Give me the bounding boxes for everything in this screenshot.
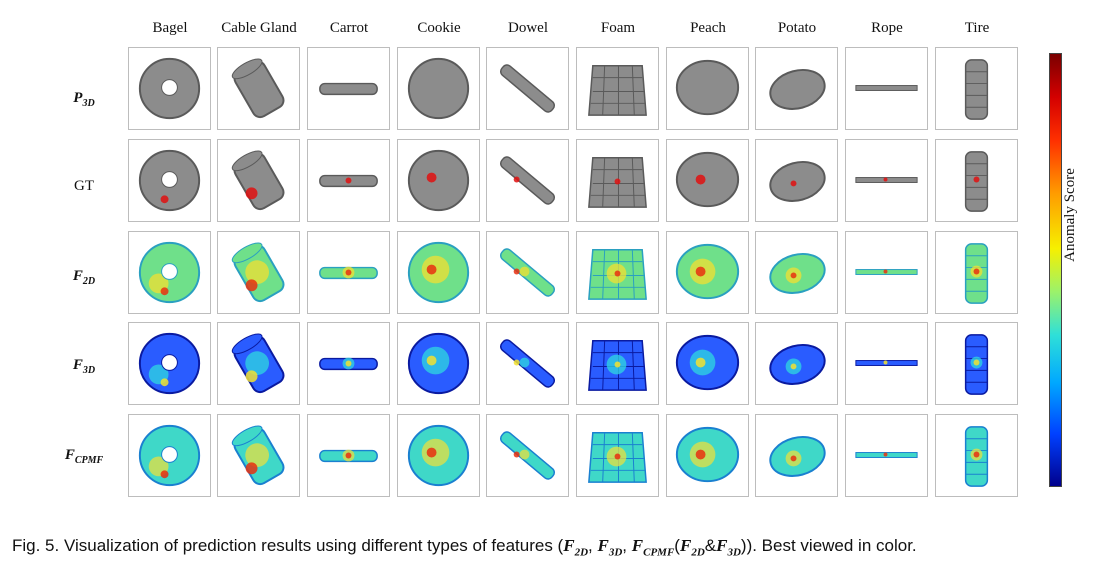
render-f2d-foam [576, 231, 659, 314]
render-f2d-cookie [397, 231, 480, 314]
render-p3d-peach [666, 47, 749, 130]
render-fcpmf-dowel [486, 414, 569, 497]
render-gt-rope [845, 139, 928, 222]
render-p3d-cable-gland [217, 47, 300, 130]
render-gt-bagel [128, 139, 211, 222]
render-f2d-bagel [128, 231, 211, 314]
render-f3d-peach [666, 322, 749, 405]
render-f2d-dowel [486, 231, 569, 314]
render-fcpmf-cookie [397, 414, 480, 497]
render-p3d-bagel [128, 47, 211, 130]
render-f3d-carrot [307, 322, 390, 405]
render-f2d-peach [666, 231, 749, 314]
colorbar-label: Anomaly Score [1062, 168, 1078, 262]
column-header-rope: Rope [871, 20, 903, 36]
column-header-dowel: Dowel [508, 20, 548, 36]
row-label-p3d: P3D [73, 90, 95, 109]
row-label-fcpmf: FCPMF [64, 447, 104, 466]
render-gt-peach [666, 139, 749, 222]
render-f3d-dowel [486, 322, 569, 405]
render-fcpmf-tire [935, 414, 1018, 497]
render-p3d-dowel [486, 47, 569, 130]
render-fcpmf-potato [755, 414, 838, 497]
figure-caption: Fig. 5. Visualization of prediction resu… [12, 536, 917, 559]
render-gt-cable-gland [217, 139, 300, 222]
column-header-potato: Potato [777, 20, 817, 36]
column-header-tire: Tire [964, 20, 990, 36]
render-fcpmf-cable-gland [217, 414, 300, 497]
render-p3d-tire [935, 47, 1018, 130]
render-f3d-cable-gland [217, 322, 300, 405]
column-header-peach: Peach [690, 20, 726, 36]
render-f2d-cable-gland [217, 231, 300, 314]
render-gt-tire [935, 139, 1018, 222]
row-label-gt: GT [74, 178, 94, 194]
row-label-f3d: F3D [72, 357, 96, 376]
render-fcpmf-foam [576, 414, 659, 497]
render-f3d-potato [755, 322, 838, 405]
render-fcpmf-peach [666, 414, 749, 497]
column-header-cable-gland: Cable Gland [221, 20, 297, 36]
render-p3d-foam [576, 47, 659, 130]
render-p3d-carrot [307, 47, 390, 130]
column-header-carrot: Carrot [329, 20, 369, 36]
render-gt-potato [755, 139, 838, 222]
render-f3d-foam [576, 322, 659, 405]
render-gt-cookie [397, 139, 480, 222]
render-gt-carrot [307, 139, 390, 222]
render-fcpmf-bagel [128, 414, 211, 497]
column-header-foam: Foam [600, 20, 636, 36]
render-f3d-rope [845, 322, 928, 405]
render-gt-dowel [486, 139, 569, 222]
render-p3d-potato [755, 47, 838, 130]
render-p3d-cookie [397, 47, 480, 130]
column-header-bagel: Bagel [152, 20, 188, 36]
render-f2d-rope [845, 231, 928, 314]
render-f3d-cookie [397, 322, 480, 405]
render-f2d-carrot [307, 231, 390, 314]
row-label-f2d: F2D [72, 268, 96, 287]
render-f3d-tire [935, 322, 1018, 405]
render-f2d-potato [755, 231, 838, 314]
render-f3d-bagel [128, 322, 211, 405]
column-header-cookie: Cookie [417, 20, 461, 36]
render-fcpmf-rope [845, 414, 928, 497]
render-p3d-rope [845, 47, 928, 130]
render-gt-foam [576, 139, 659, 222]
render-fcpmf-carrot [307, 414, 390, 497]
anomaly-colorbar [1049, 53, 1062, 487]
render-f2d-tire [935, 231, 1018, 314]
